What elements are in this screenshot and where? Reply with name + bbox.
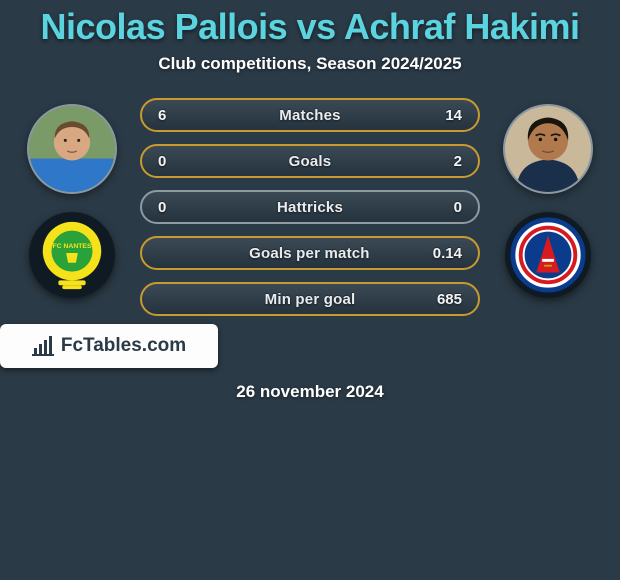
svg-text:FC NANTES: FC NANTES (53, 243, 92, 250)
stat-left-value: 0 (158, 153, 186, 170)
stat-right-value: 685 (434, 291, 462, 308)
stat-right-value: 2 (434, 153, 462, 170)
stat-row: Min per goal685 (140, 282, 480, 316)
subtitle: Club competitions, Season 2024/2025 (0, 54, 620, 74)
right-column (488, 98, 608, 298)
club-crest-icon: FC NANTES (33, 216, 111, 294)
stat-row: 0Hattricks0 (140, 190, 480, 224)
stat-left-value: 6 (158, 107, 186, 124)
stat-label: Min per goal (186, 291, 434, 308)
stat-label: Hattricks (186, 199, 434, 216)
player2-avatar (503, 104, 593, 194)
stat-label: Goals (186, 153, 434, 170)
title-player2: Achraf Hakimi (344, 6, 580, 47)
stat-right-value: 0.14 (433, 245, 462, 262)
stat-right-value: 14 (434, 107, 462, 124)
stat-row: 0Goals2 (140, 144, 480, 178)
stat-right-value: 0 (434, 199, 462, 216)
stat-left-value: 0 (158, 199, 186, 216)
bar-chart-icon (32, 336, 54, 356)
stat-label: Matches (186, 107, 434, 124)
person-icon (29, 106, 115, 192)
club-crest-icon (509, 216, 587, 294)
stat-row: Goals per match0.14 (140, 236, 480, 270)
left-column: FC NANTES (12, 98, 132, 298)
player2-club-badge (505, 212, 591, 298)
title-player1: Nicolas Pallois (41, 6, 288, 47)
person-icon (505, 106, 591, 192)
player1-avatar (27, 104, 117, 194)
site-badge: FcTables.com (0, 324, 218, 368)
stat-row: 6Matches14 (140, 98, 480, 132)
stats-column: 6Matches140Goals20Hattricks0Goals per ma… (140, 98, 480, 316)
comparison-row: FC NANTES 6Matches140Goals20Hattricks0Go… (0, 98, 620, 316)
stat-label: Goals per match (186, 245, 433, 262)
player1-club-badge: FC NANTES (29, 212, 115, 298)
page-title: Nicolas Pallois vs Achraf Hakimi (0, 6, 620, 48)
site-name: FcTables.com (61, 335, 186, 357)
title-vs: vs (297, 6, 336, 47)
date-label: 26 november 2024 (0, 382, 620, 402)
